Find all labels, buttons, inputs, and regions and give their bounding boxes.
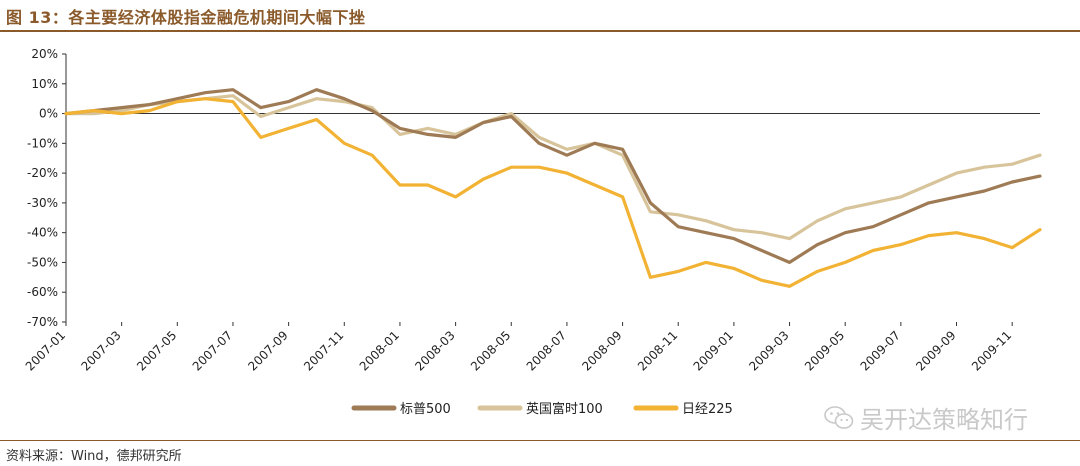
series-line: [64, 94, 1042, 241]
x-tick-label: 2009-05: [802, 328, 847, 373]
wechat-icon: [824, 405, 854, 429]
x-tick-label: 2009-01: [691, 328, 736, 373]
source-note: 资料来源：Wind，德邦研究所: [6, 449, 182, 464]
y-tick-label: -50%: [27, 255, 58, 269]
y-tick-label: -30%: [27, 196, 58, 210]
x-tick-label: 2008-01: [357, 328, 402, 373]
y-tick-label: -60%: [27, 285, 58, 299]
footer-divider: [0, 440, 1080, 441]
x-tick-label: 2008-11: [635, 328, 680, 373]
x-tick-label: 2009-07: [858, 328, 903, 373]
x-tick-label: 2008-09: [579, 328, 624, 373]
title-divider: [0, 30, 1080, 32]
x-tick-label: 2007-01: [23, 328, 68, 373]
line-chart: 20%10%0%-10%-20%-30%-40%-50%-60%-70%2007…: [23, 47, 1042, 417]
x-tick-label: 2009-03: [746, 328, 791, 373]
x-tick-label: 2007-11: [301, 328, 346, 373]
y-tick-label: -40%: [27, 226, 58, 240]
x-tick-label: 2008-07: [524, 328, 569, 373]
x-tick-label: 2007-09: [245, 328, 290, 373]
watermark: 吴开达策略知行: [824, 400, 1028, 435]
legend-label: 日经225: [682, 402, 733, 417]
legend-label: 英国富时100: [526, 401, 603, 417]
series-line: [64, 97, 1042, 288]
y-tick-label: 20%: [31, 47, 58, 61]
x-tick-label: 2007-03: [78, 328, 123, 373]
y-tick-label: -20%: [27, 166, 58, 180]
x-tick-label: 2007-07: [190, 328, 235, 373]
legend-label: 标普500: [400, 402, 451, 417]
series-line: [64, 88, 1042, 264]
x-tick-label: 2009-11: [969, 328, 1014, 373]
y-tick-label: -70%: [27, 315, 58, 329]
watermark-text: 吴开达策略知行: [860, 406, 1028, 434]
chart-title: 图 13：各主要经济体股指金融危机期间大幅下挫: [6, 8, 366, 27]
x-tick-label: 2008-03: [412, 328, 457, 373]
x-tick-label: 2009-09: [913, 328, 958, 373]
y-tick-label: 10%: [31, 77, 58, 91]
y-tick-label: -10%: [27, 136, 58, 150]
x-tick-label: 2008-05: [468, 328, 513, 373]
y-tick-label: 0%: [39, 107, 58, 121]
x-tick-label: 2007-05: [134, 328, 179, 373]
